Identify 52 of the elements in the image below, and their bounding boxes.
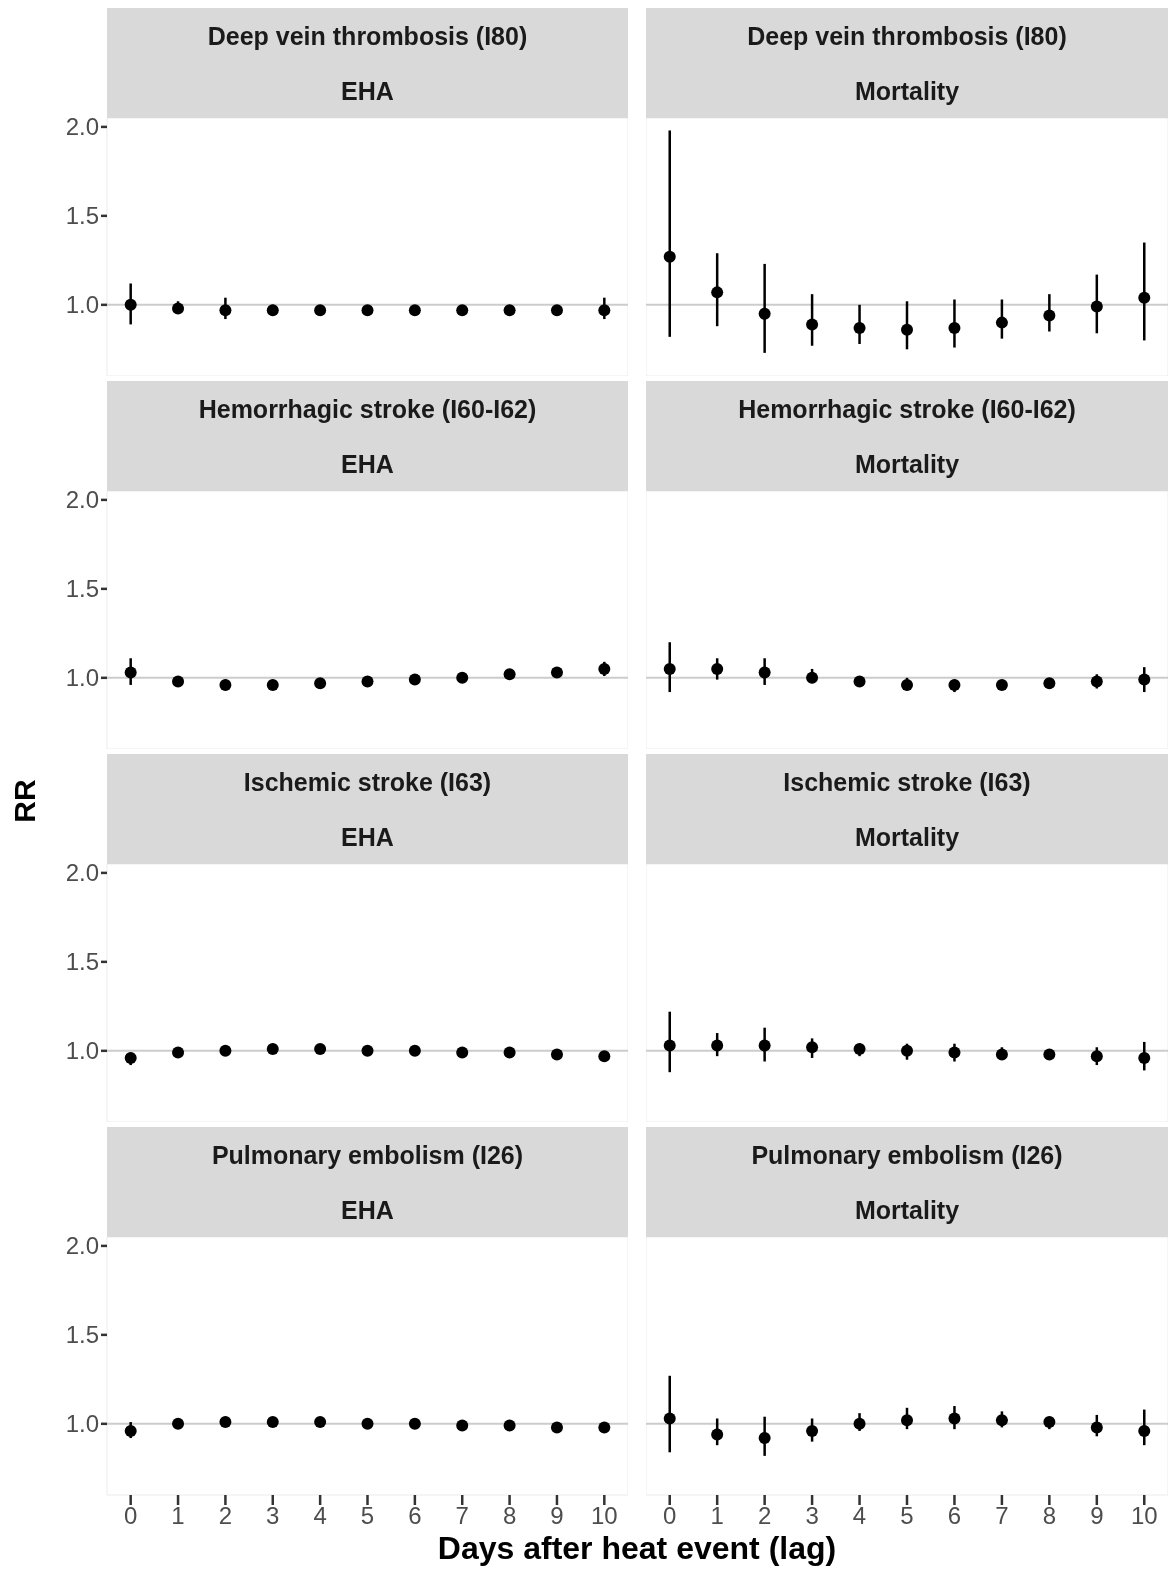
y-tick-label: 1.0 <box>65 664 99 692</box>
y-tick-label: 2.0 <box>65 486 99 514</box>
chart-subtitle: EHA <box>340 77 395 106</box>
y-tick-label: 1.5 <box>65 575 99 603</box>
x-tick-label: 5 <box>900 1502 914 1530</box>
x-tick-label: 7 <box>995 1502 1009 1530</box>
chart-title: Pulmonary embolism (I26) <box>210 1141 525 1170</box>
x-tick-label: 8 <box>502 1502 517 1530</box>
x-tick-label: 10 <box>590 1502 618 1530</box>
chart-subtitle: Mortality <box>853 77 961 106</box>
chart-subtitle: Mortality <box>853 1196 961 1225</box>
chart-title: Deep vein thrombosis (I80) <box>746 22 1068 51</box>
y-tick-label: 1.0 <box>65 291 99 319</box>
chart-title: Hemorrhagic stroke (I60-I62) <box>197 395 538 424</box>
x-tick-label: 6 <box>408 1502 422 1530</box>
x-tick-label: 9 <box>550 1502 564 1530</box>
x-tick-label: 3 <box>805 1502 819 1530</box>
x-tick-label: 4 <box>852 1502 867 1530</box>
chart-title: Hemorrhagic stroke (I60-I62) <box>737 395 1077 424</box>
x-tick-label: 1 <box>710 1502 724 1530</box>
x-tick-label: 3 <box>266 1502 280 1530</box>
chart-title: Ischemic stroke (I63) <box>242 768 493 797</box>
x-tick-label: 4 <box>313 1502 327 1530</box>
chart-title: Ischemic stroke (I63) <box>782 768 1032 797</box>
x-tick-label: 7 <box>455 1502 469 1530</box>
x-tick-label: 8 <box>1042 1502 1057 1530</box>
x-tick-label: 0 <box>663 1502 677 1530</box>
chart-title: Pulmonary embolism (I26) <box>750 1141 1064 1170</box>
chart-subtitle: EHA <box>340 450 395 479</box>
y-tick-label: 1.0 <box>65 1037 99 1065</box>
chart-title: Deep vein thrombosis (I80) <box>206 22 529 51</box>
y-tick-label: 2.0 <box>65 113 99 141</box>
x-tick-label: 0 <box>124 1502 138 1530</box>
x-tick-label: 9 <box>1090 1502 1104 1530</box>
y-tick-label: 1.5 <box>65 948 99 976</box>
y-tick-label: 2.0 <box>65 1232 99 1260</box>
x-tick-label: 1 <box>171 1502 185 1530</box>
y-tick-label: 1.5 <box>65 202 99 230</box>
y-tick-label: 1.5 <box>65 1321 99 1349</box>
y-tick-label: 2.0 <box>65 859 99 887</box>
y-axis-title: RR <box>8 779 42 823</box>
chart-subtitle: EHA <box>340 823 395 852</box>
x-axis-title: Days after heat event (lag) <box>437 1529 837 1567</box>
y-tick-label: 1.0 <box>65 1410 99 1438</box>
chart-subtitle: Mortality <box>853 450 961 479</box>
chart-subtitle: EHA <box>340 1196 395 1225</box>
x-tick-label: 5 <box>360 1502 375 1530</box>
x-tick-label: 2 <box>757 1502 772 1530</box>
x-tick-label: 2 <box>218 1502 233 1530</box>
x-tick-label: 10 <box>1130 1502 1158 1530</box>
chart-subtitle: Mortality <box>853 823 961 852</box>
x-tick-label: 6 <box>947 1502 962 1530</box>
